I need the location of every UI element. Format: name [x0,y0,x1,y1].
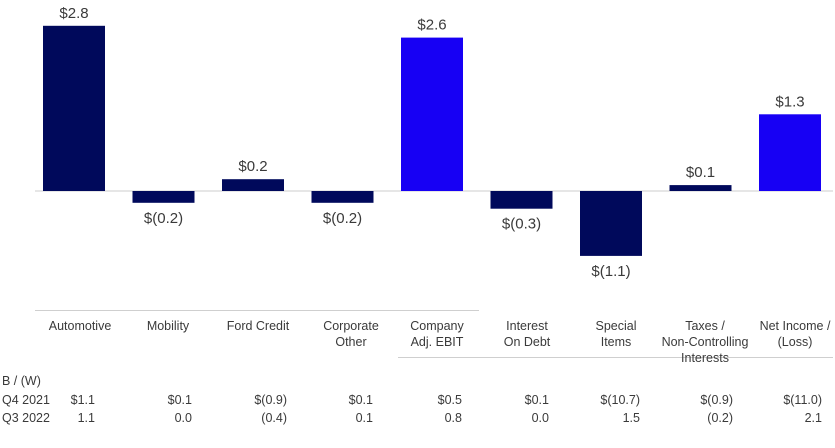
bar-value-label: $1.3 [775,93,804,110]
table-cell: $(11.0) [783,393,822,407]
table-cell: 1.1 [77,411,95,425]
category-label: Mobility [146,319,190,333]
bar-value-label: $2.6 [417,17,446,34]
category-label: Net Income / (Loss) [759,319,831,349]
bar-value-label: $(1.1) [591,263,630,280]
table-cell: (0.2) [707,411,733,425]
bar [580,191,642,256]
table-cell: $0.1 [348,393,373,407]
bar [43,25,105,191]
bar-value-label: $0.2 [238,158,267,175]
bar [311,191,374,203]
table-cell: 2.1 [804,411,822,425]
table-row-label: Q3 2022 [2,411,50,425]
table-cell: $0.5 [437,393,462,407]
bar-value-label: $0.1 [686,164,715,181]
bar [759,114,821,191]
bar-value-label: $(0.2) [144,210,183,227]
category-label: Special Items [595,319,637,349]
category-label: Interest On Debt [503,319,551,349]
category-label: Company Adj. EBIT [410,319,464,349]
bar [132,191,195,203]
table-cell: $(0.9) [700,393,733,407]
table-cell: 0.1 [355,411,373,425]
table-cell: $(10.7) [600,393,640,407]
category-label: Ford Credit [226,319,290,333]
bar [669,185,732,191]
category-divider-line [35,310,479,311]
table-cell: $0.1 [167,393,192,407]
table-cell: $0.1 [524,393,549,407]
bar [490,191,553,209]
table-cell: (0.4) [261,411,287,425]
category-divider-line-right [398,357,833,358]
bar [401,37,463,191]
category-label: Automotive [48,319,112,333]
category-label: Corporate Other [323,319,379,349]
bar-value-label: $(0.2) [323,210,362,227]
table-cell: 1.5 [622,411,640,425]
category-label: Taxes / Non-Controlling Interests [661,319,749,365]
bar-value-label: $2.8 [59,5,88,22]
table-row-label: Q4 2021 [2,393,50,407]
bar-chart: $2.8 $(0.2) $0.2 $(0.2) $2.6 $(0.3) $(1.1) $0.1… [35,5,833,280]
table-cell: 0.8 [444,411,462,425]
table-cell: 0.0 [174,411,192,425]
table-cell: $(0.9) [254,393,287,407]
table-header: B / (W) [2,374,41,388]
bar-value-label: $(0.3) [502,216,541,233]
bar [222,179,284,191]
table-cell: 0.0 [531,411,549,425]
table-cell: $1.1 [70,393,95,407]
